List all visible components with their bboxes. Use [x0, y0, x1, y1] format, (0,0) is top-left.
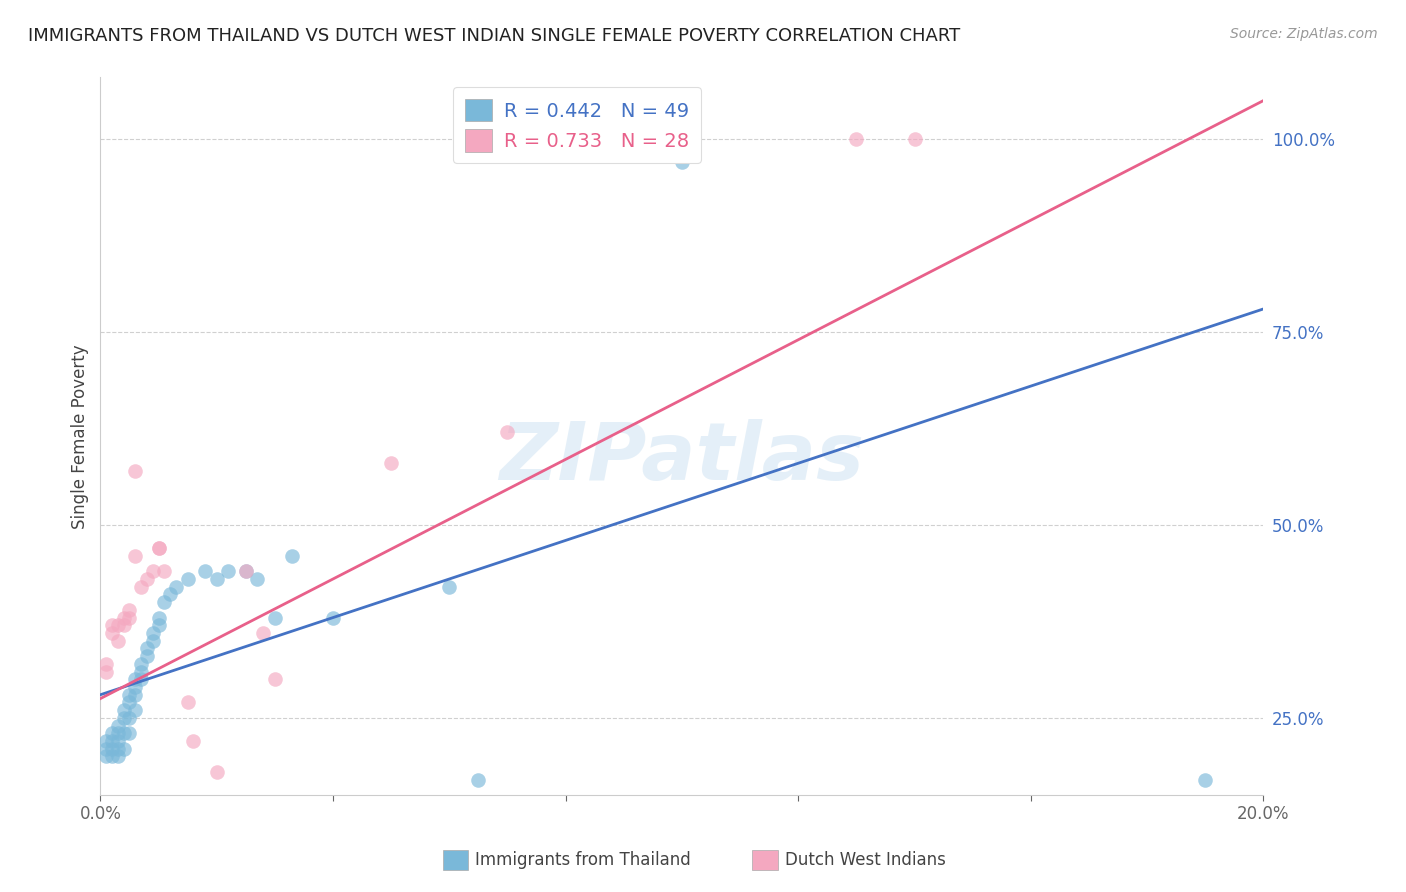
Y-axis label: Single Female Poverty: Single Female Poverty	[72, 344, 89, 529]
Point	[142, 626, 165, 640]
Point	[112, 741, 135, 756]
Point	[129, 673, 152, 687]
Point	[246, 572, 269, 586]
Point	[107, 718, 129, 732]
Point	[118, 688, 141, 702]
Point	[124, 673, 146, 687]
Point	[112, 618, 135, 632]
Point	[107, 618, 129, 632]
Point	[118, 603, 141, 617]
Point	[101, 734, 124, 748]
Point	[159, 587, 181, 601]
Point	[467, 772, 489, 787]
Point	[107, 741, 129, 756]
Point	[903, 132, 925, 146]
Text: ZIPatlas: ZIPatlas	[499, 418, 865, 497]
Point	[124, 680, 146, 694]
Point	[439, 580, 461, 594]
Text: Dutch West Indians: Dutch West Indians	[785, 851, 945, 869]
Point	[118, 711, 141, 725]
Point	[148, 610, 170, 624]
Point	[96, 749, 118, 764]
Point	[845, 132, 868, 146]
Point	[101, 726, 124, 740]
Point	[118, 696, 141, 710]
Point	[107, 734, 129, 748]
Point	[281, 549, 304, 563]
Point	[101, 626, 124, 640]
Point	[252, 626, 274, 640]
Text: Immigrants from Thailand: Immigrants from Thailand	[475, 851, 690, 869]
Point	[205, 764, 228, 779]
Point	[263, 673, 285, 687]
Point	[124, 688, 146, 702]
Point	[112, 711, 135, 725]
Point	[217, 564, 239, 578]
Point	[135, 572, 157, 586]
Point	[135, 641, 157, 656]
Point	[496, 425, 519, 440]
Point	[176, 696, 198, 710]
Point	[129, 657, 152, 671]
Point	[148, 541, 170, 556]
Point	[671, 155, 693, 169]
Point	[129, 665, 152, 679]
Point	[124, 549, 146, 563]
Point	[235, 564, 257, 578]
Point	[165, 580, 187, 594]
Point	[112, 703, 135, 717]
Point	[96, 657, 118, 671]
Point	[148, 618, 170, 632]
Point	[96, 734, 118, 748]
Point	[205, 572, 228, 586]
Point	[112, 726, 135, 740]
Text: IMMIGRANTS FROM THAILAND VS DUTCH WEST INDIAN SINGLE FEMALE POVERTY CORRELATION : IMMIGRANTS FROM THAILAND VS DUTCH WEST I…	[28, 27, 960, 45]
Point	[112, 610, 135, 624]
Point	[194, 564, 217, 578]
Point	[101, 618, 124, 632]
Point	[142, 564, 165, 578]
Point	[263, 610, 285, 624]
Point	[142, 633, 165, 648]
Point	[107, 726, 129, 740]
Point	[1194, 772, 1216, 787]
Point	[96, 665, 118, 679]
Point	[235, 564, 257, 578]
Point	[176, 572, 198, 586]
Point	[183, 734, 205, 748]
Point	[101, 749, 124, 764]
Point	[124, 703, 146, 717]
Point	[101, 741, 124, 756]
Point	[148, 541, 170, 556]
Point	[107, 749, 129, 764]
Point	[129, 580, 152, 594]
Text: Source: ZipAtlas.com: Source: ZipAtlas.com	[1230, 27, 1378, 41]
Point	[322, 610, 344, 624]
Point	[124, 464, 146, 478]
Point	[153, 564, 176, 578]
Point	[118, 726, 141, 740]
Point	[380, 456, 402, 470]
Point	[135, 649, 157, 664]
Legend: R = 0.442   N = 49, R = 0.733   N = 28: R = 0.442 N = 49, R = 0.733 N = 28	[453, 87, 700, 163]
Point	[96, 741, 118, 756]
Point	[153, 595, 176, 609]
Point	[118, 610, 141, 624]
Point	[107, 633, 129, 648]
